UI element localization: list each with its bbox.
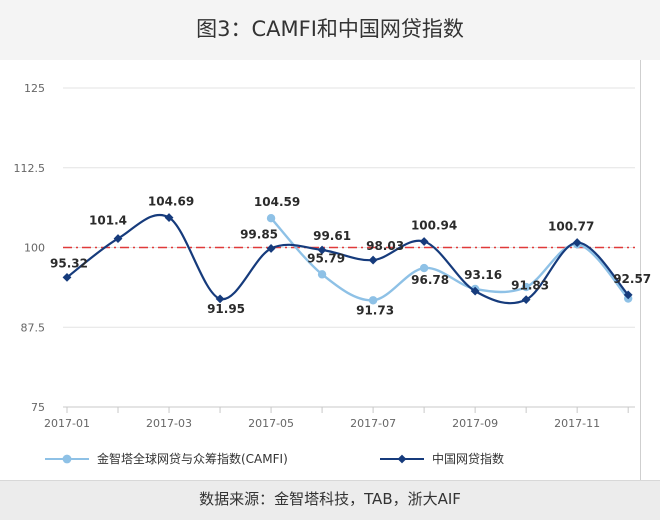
point-camfi (317, 270, 327, 279)
point-china-p2p (62, 272, 72, 282)
y-tick-label: 75 (31, 401, 45, 414)
data-label: 100.94 (411, 219, 457, 233)
point-china-p2p (368, 255, 378, 265)
point-china-p2p (215, 294, 225, 304)
data-label: 91.95 (207, 302, 245, 316)
data-label: 98.03 (366, 239, 404, 253)
data-label: 99.61 (313, 229, 351, 243)
x-tick-label: 2017-09 (452, 417, 498, 430)
data-label: 100.77 (548, 220, 594, 234)
data-label: 93.16 (464, 268, 502, 282)
y-tick-label: 100 (24, 242, 45, 255)
x-tick-label: 2017-03 (146, 417, 192, 430)
x-tick-label: 2017-11 (554, 417, 600, 430)
footer-bar (0, 480, 660, 520)
point-camfi (368, 296, 378, 305)
y-tick-label: 112.5 (14, 162, 46, 175)
data-label: 95.79 (307, 251, 345, 265)
legend-label-camfi: 金智塔全球网贷与众筹指数(CAMFI) (97, 451, 288, 466)
x-tick-label: 2017-07 (350, 417, 396, 430)
chart-title: 图3：CAMFI和中国网贷指数 (196, 17, 464, 41)
x-tick-label: 2017-01 (44, 417, 90, 430)
data-label: 95.32 (50, 256, 88, 270)
x-tick-label: 2017-05 (248, 417, 294, 430)
data-label: 101.4 (89, 214, 127, 228)
legend-marker-camfi (62, 454, 72, 464)
data-label: 104.69 (148, 195, 194, 209)
chart-frame (0, 60, 641, 480)
data-label: 99.85 (240, 227, 278, 241)
data-label: 91.73 (356, 303, 394, 317)
point-china-p2p (419, 237, 429, 246)
point-china-p2p (521, 295, 531, 305)
point-china-p2p (266, 244, 276, 253)
point-camfi (521, 282, 531, 292)
legend-label-china-p2p: 中国网贷指数 (432, 451, 504, 466)
point-china-p2p (623, 290, 633, 300)
point-camfi (419, 263, 429, 273)
y-tick-label: 125 (24, 82, 45, 95)
legend-marker-china-p2p (397, 454, 407, 464)
title-bar (0, 0, 660, 60)
point-china-p2p (470, 286, 480, 296)
data-source-note: 数据来源：金智塔科技，TAB，浙大AIF (199, 490, 461, 508)
point-china-p2p (572, 238, 582, 247)
point-china-p2p (317, 245, 327, 255)
data-label: 92.57 (613, 272, 651, 286)
point-china-p2p (164, 213, 174, 222)
y-tick-label: 87.5 (21, 321, 46, 334)
series-line-china-p2p (66, 213, 629, 305)
point-china-p2p (113, 234, 123, 243)
data-label: 104.59 (254, 195, 300, 209)
data-label: 96.78 (411, 273, 449, 287)
data-label: 91.83 (511, 279, 549, 293)
line-chart: 125 112.5 100 87.5 75 2017-01 2017-03 2017-05 20… (14, 82, 652, 466)
point-camfi (266, 214, 276, 223)
